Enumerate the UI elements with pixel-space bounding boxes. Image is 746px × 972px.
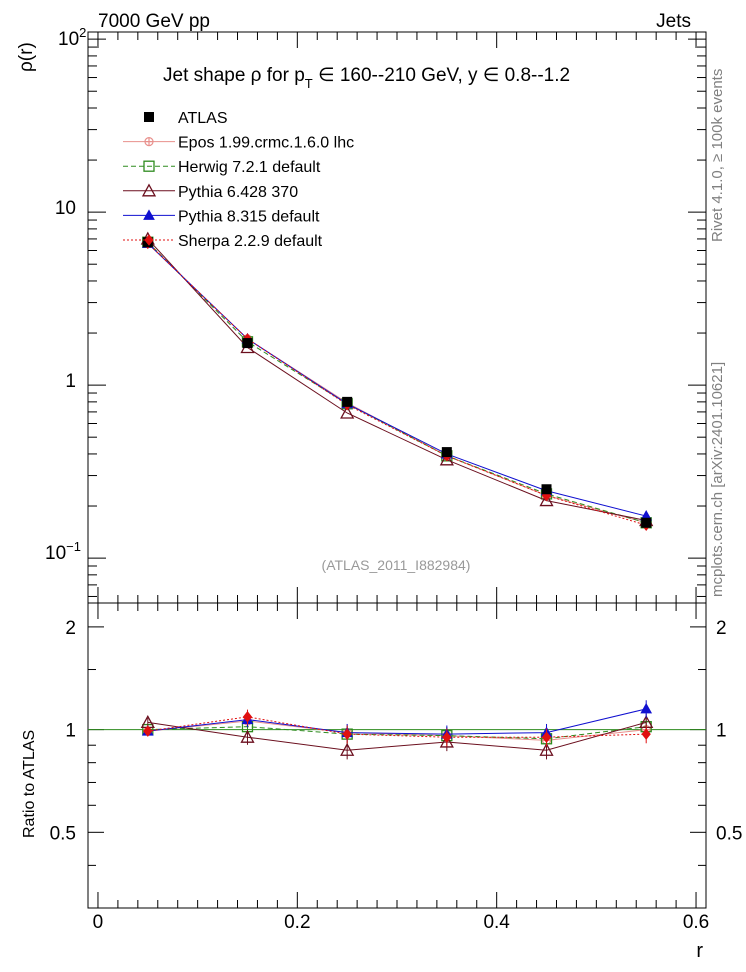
y-tick-label-1: 1 [65,371,76,392]
y-tick-label-bottom-right: 1 [716,721,727,742]
y-tick-label-bottom: 2 [65,618,76,639]
ratio-line-herwig-1 [147,726,647,740]
legend-label: Pythia 6.428 370 [178,184,298,201]
ratio-point-sherpa-4 [541,731,552,744]
header-left: 7000 GeV pp [98,11,210,32]
legend-entry: Pythia 8.315 default [123,208,320,225]
y-tick-label-100: 102 [58,25,86,50]
ratio-point-sherpa-4 [143,725,153,737]
ratio-point-pythia-2 [340,742,355,756]
y-tick-label-bottom-right: 0.5 [716,823,742,844]
ratio-point-pythia-2 [439,734,454,748]
legend-entry: Sherpa 2.2.9 default [123,233,323,250]
y-tick-label-bottom-right: 2 [716,618,727,639]
bottom-panel-frame [87,602,707,909]
legend-marker [141,183,157,197]
legend-marker [144,112,154,122]
rivet-version-label: Rivet 4.1.0, ≥ 100k events [709,69,726,242]
legend-label: Epos 1.99.crmc.1.6.0 lhc [178,135,354,152]
data-point-atlas [242,338,253,349]
legend-entry: Pythia 6.428 370 [123,183,298,201]
y-axis-label-top: ρ(r) [16,42,37,72]
legend-entry: Herwig 7.2.1 default [123,159,321,176]
ratio-point-pythia-2 [240,729,255,743]
top-series-layer [140,231,654,531]
series-point-pythia-2 [539,493,554,507]
y-axis-label-bottom: Ratio to ATLAS [21,730,38,838]
ratio-line-pythia-2 [147,721,647,751]
data-point-atlas [641,517,652,528]
series-line-herwig-1 [147,241,647,524]
legend-entry: Epos 1.99.crmc.1.6.0 lhc [123,135,354,152]
series-line-epos-0 [147,242,647,524]
legend-label: Herwig 7.2.1 default [178,159,321,176]
y-tick-label-10: 10 [55,198,76,219]
series-point-pythia-2 [340,405,355,419]
ratio-point-sherpa-4 [442,731,452,744]
x-tick-label: 0.4 [483,912,510,933]
ratio-point-sherpa-4 [342,728,352,740]
series-line-sherpa-4 [147,242,647,526]
data-point-atlas [541,484,552,495]
legend-marker [144,234,154,246]
legend-marker [143,209,155,220]
x-tick-label: 0 [93,912,104,933]
ratio-point-sherpa-4 [641,728,651,740]
ratio-line-pythia-3 [147,708,647,735]
ratio-line-sherpa-4 [147,716,647,738]
mcplots-label: mcplots.cern.ch [arXiv:2401.10621] [709,362,726,597]
ratio-point-sherpa-4 [242,711,253,723]
ratio-point-pythia-3 [640,702,653,714]
legend-label: Pythia 8.315 default [178,208,320,225]
y-tick-label-0.1: 10−1 [45,539,81,564]
bottom-panel: 0 0.2 0.4 0.6 0.5 0.5 1 1 2 2 [50,602,742,933]
legend-marker [143,160,155,172]
data-point-atlas [342,396,353,407]
top-data-layer [142,237,652,528]
analysis-watermark: (ATLAS_2011_I882984) [322,557,471,573]
legend-marker [144,137,154,147]
series-line-pythia-2 [147,238,647,521]
x-tick-label: 0.6 [683,912,709,933]
legend-label: ATLAS [178,110,228,127]
header-right: Jets [656,11,691,32]
x-axis-label: r [696,940,703,962]
top-axis-ticks [88,32,706,603]
ratio-line-epos-0 [147,720,647,741]
x-tick-label: 0.2 [284,912,310,933]
bottom-axis-ticks: 0 0.2 0.4 0.6 0.5 0.5 1 1 2 2 [50,603,742,933]
legend-entry: ATLAS [144,110,228,127]
legend-label: Sherpa 2.2.9 default [178,233,323,250]
legend: ATLAS Epos 1.99.crmc.1.6.0 lhc Herwig 7.2.… [123,110,354,250]
series-point-pythia-2 [439,452,454,466]
chart-title: Jet shape ρ for pT ∈ 160--210 GeV, y ∈ 0… [163,65,570,91]
ratio-point-pythia-2 [539,742,554,756]
y-tick-label-bottom: 0.5 [50,823,76,844]
series-line-pythia-3 [147,242,647,517]
data-point-atlas [441,447,452,458]
y-tick-label-bottom: 1 [65,721,76,742]
bottom-series-layer [140,700,654,760]
